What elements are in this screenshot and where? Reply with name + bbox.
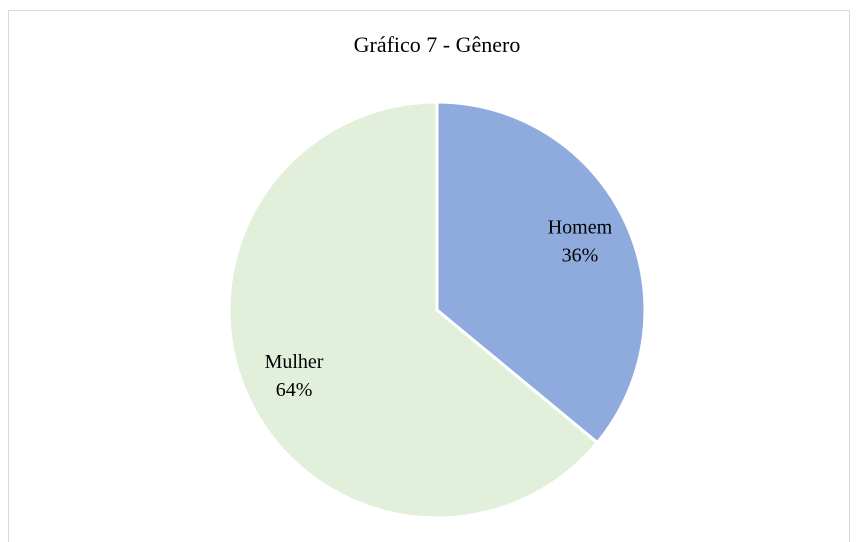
slice-value-label: 64% [276,379,313,401]
slice-label: Mulher [265,351,324,373]
slice-label: Homem [548,216,613,238]
pie-slice [227,100,600,520]
pie-slice [435,100,647,445]
slice-value-label: 36% [562,244,599,266]
chart-title: Gráfico 7 - Gênero [354,32,521,57]
